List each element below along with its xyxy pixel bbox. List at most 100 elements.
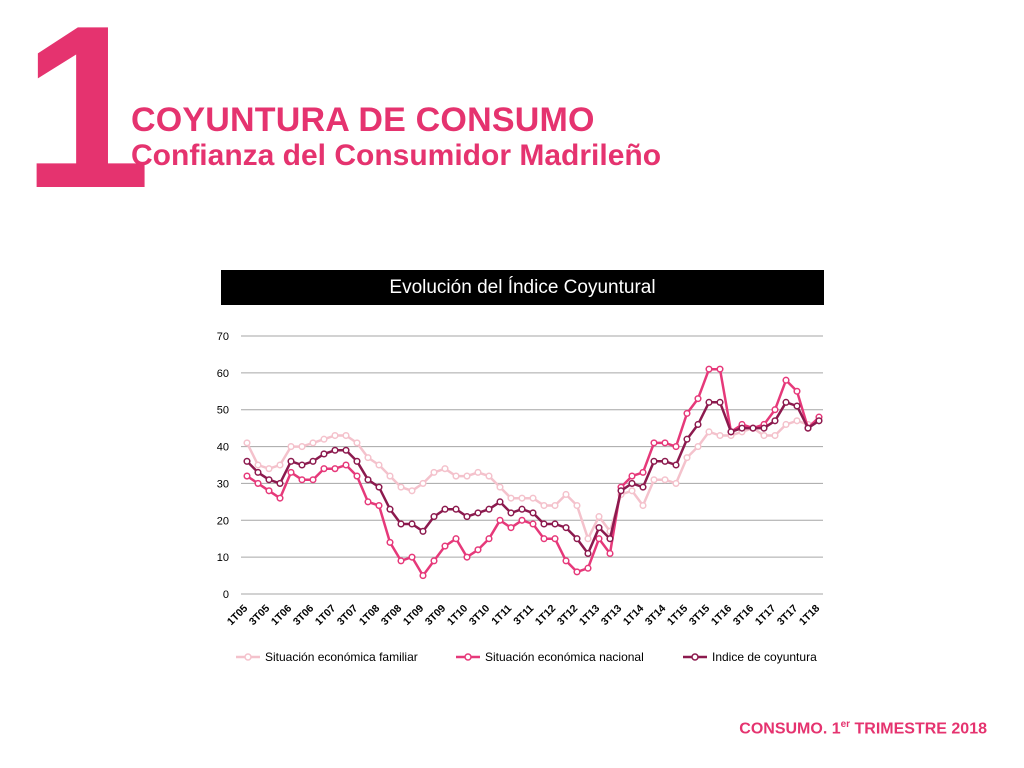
x-tick-label: 3T16: [731, 602, 757, 628]
series-1-point: [661, 476, 669, 484]
legend-marker: [464, 653, 472, 661]
series-1-point: [342, 431, 350, 440]
series-2-point: [243, 472, 251, 480]
series-2-point: [441, 542, 449, 550]
series-3-point: [606, 535, 614, 543]
series-1-point: [309, 439, 317, 447]
series-3-point: [529, 509, 537, 517]
x-tick-label: 3T06: [291, 602, 317, 628]
series-1-point: [716, 431, 724, 440]
series-2-point: [573, 568, 581, 576]
series-2-point: [595, 535, 603, 543]
series-2-point: [705, 365, 713, 373]
series-2-point: [276, 494, 284, 502]
series-1-point: [287, 443, 295, 451]
series-2-point: [562, 557, 570, 565]
series-2-point: [771, 406, 779, 414]
series-3-point: [287, 457, 295, 465]
y-tick-label: 40: [217, 442, 229, 454]
series-3-point: [683, 435, 691, 443]
footer-label: CONSUMO. 1er TRIMESTRE 2018: [739, 719, 987, 738]
series-1-point: [628, 487, 636, 495]
series-3-point: [309, 457, 317, 465]
series-1-point: [573, 501, 581, 510]
series-1-point: [540, 501, 548, 510]
series-1-point: [408, 487, 416, 495]
series-1-point: [331, 431, 339, 440]
y-tick-label: 20: [217, 515, 229, 527]
series-2-point: [364, 498, 372, 506]
series-2-point: [551, 535, 559, 543]
series-1-point: [485, 472, 493, 480]
x-tick-label: 1T08: [357, 602, 383, 628]
y-tick-label: 10: [217, 552, 229, 564]
series-2-point: [309, 476, 317, 484]
series-3-point: [353, 457, 361, 465]
series-3-point: [793, 402, 801, 410]
series-3-point: [650, 457, 658, 465]
series-3-point: [243, 457, 251, 465]
series-1-point: [463, 472, 471, 480]
series-2-point: [386, 538, 394, 546]
series-1-point: [254, 461, 262, 469]
series-3-point: [485, 505, 493, 513]
series-1-point: [507, 494, 515, 502]
series-3-point: [672, 461, 680, 469]
series-1-point: [672, 479, 680, 487]
series-3-point: [595, 524, 603, 532]
series-1-point: [353, 439, 361, 447]
series-2-point: [793, 387, 801, 395]
x-tick-label: 3T11: [511, 602, 536, 627]
series-2-point: [518, 516, 526, 524]
series-2-point: [298, 476, 306, 484]
series-2-point: [342, 461, 350, 469]
series-3-point: [397, 520, 405, 528]
chart-title-bar: Evolución del Índice Coyuntural: [221, 270, 824, 305]
x-tick-label: 3T09: [423, 602, 449, 628]
page-title: COYUNTURA DE CONSUMO: [131, 101, 595, 139]
series-3-point: [254, 468, 262, 476]
footer-sup: er: [840, 719, 851, 730]
series-3-point: [474, 509, 482, 517]
series-2-point: [584, 564, 592, 572]
x-tick-label: 3T12: [555, 602, 581, 628]
series-3-point: [760, 424, 768, 432]
series-3-point: [815, 417, 823, 425]
series-1-point: [683, 454, 691, 462]
series-3-point: [320, 450, 328, 458]
series-3-point: [441, 505, 449, 513]
footer-suffix: TRIMESTRE 2018: [850, 720, 988, 738]
legend-label: Indice de coyuntura: [712, 650, 817, 664]
series-line-2: [246, 367, 820, 577]
series-3-point: [518, 505, 526, 513]
series-2-point: [540, 535, 548, 543]
series-1-point: [551, 501, 559, 510]
y-tick-label: 60: [217, 368, 229, 380]
series-1-point: [595, 513, 603, 521]
series-2-point: [606, 549, 614, 558]
series-1-point: [452, 472, 460, 480]
x-tick-label: 1T10: [445, 602, 471, 628]
x-tick-label: 1T16: [709, 602, 735, 628]
legend-marker: [244, 653, 252, 661]
series-1-point: [518, 494, 526, 502]
series-2-point: [496, 516, 504, 524]
series-2-point: [331, 465, 339, 473]
section-number: 1: [22, 0, 151, 237]
series-2-point: [628, 472, 636, 480]
series-3-point: [507, 509, 515, 517]
x-tick-label: 1T14: [621, 602, 647, 628]
y-tick-label: 70: [217, 331, 229, 343]
page-subtitle: Confianza del Consumidor Madrileño: [131, 139, 662, 172]
series-3-point: [694, 420, 702, 429]
series-3-point: [562, 524, 570, 532]
y-tick-label: 50: [217, 405, 229, 417]
y-tick-label: 30: [217, 478, 229, 490]
x-tick-label: 3T14: [643, 602, 669, 628]
series-2-point: [254, 479, 262, 487]
series-3-point: [628, 479, 636, 487]
x-tick-label: 1T17: [753, 602, 779, 628]
series-1-point: [298, 443, 306, 451]
legend-label: Situación económica nacional: [485, 650, 644, 664]
